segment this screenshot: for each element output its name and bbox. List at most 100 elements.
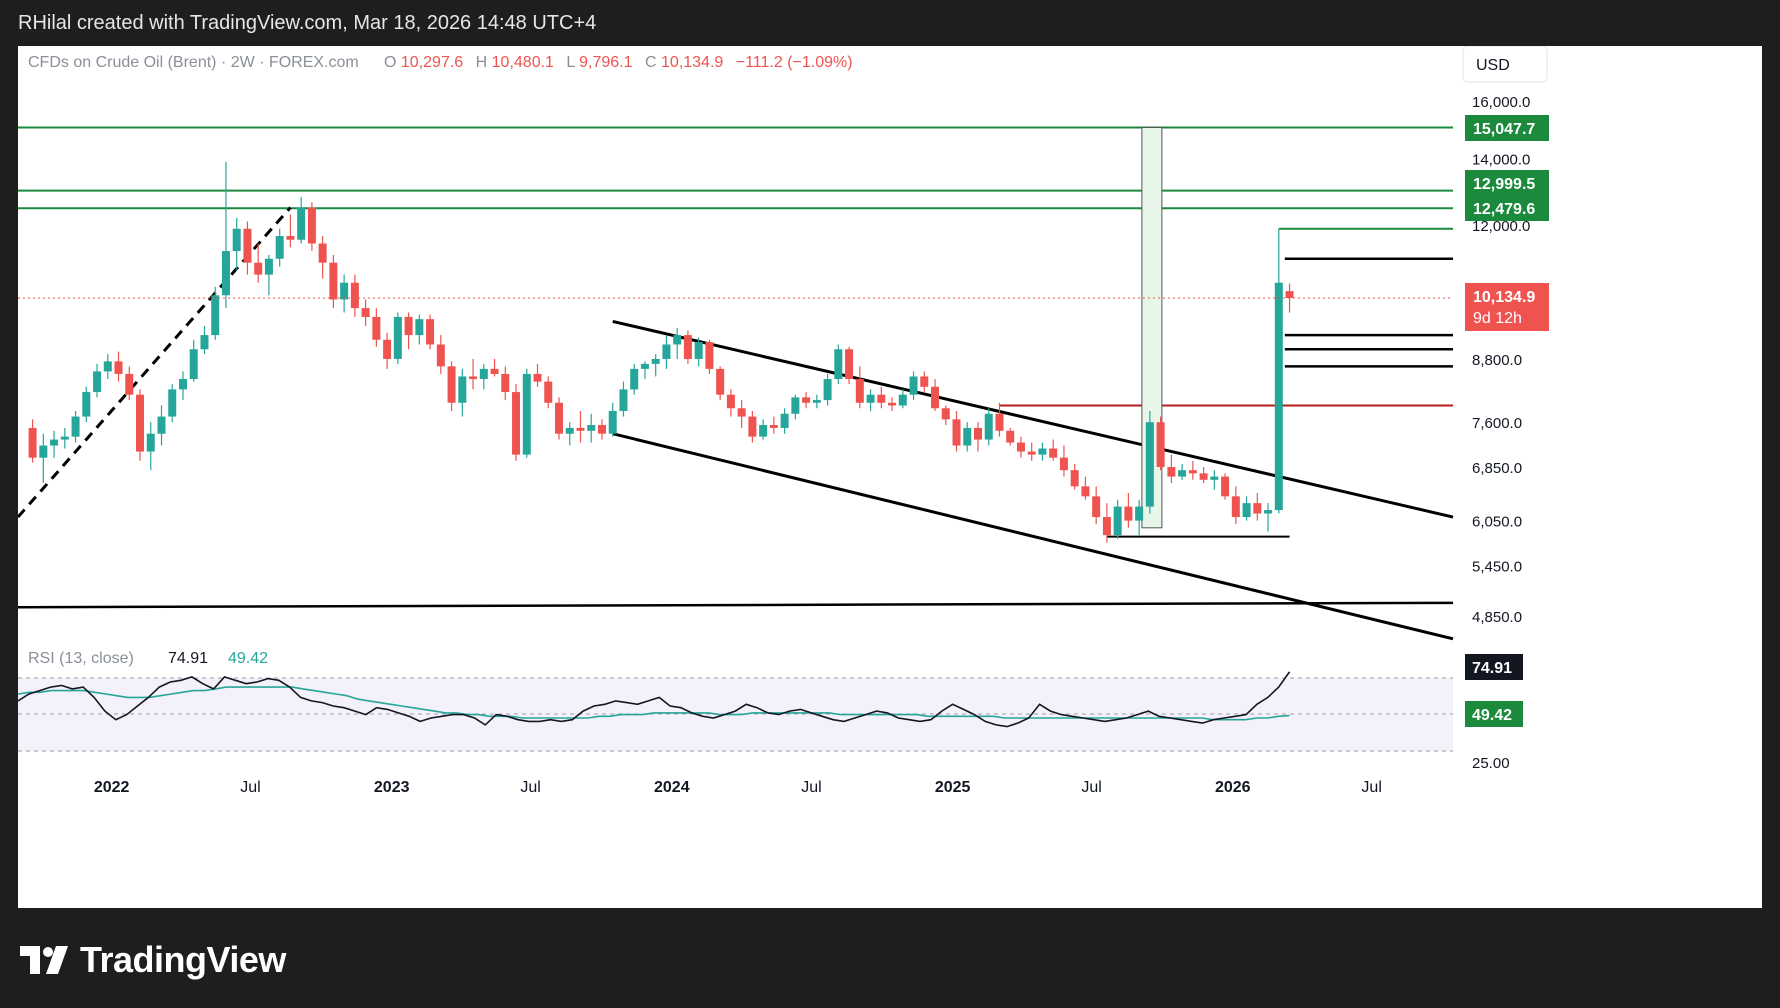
candle-body xyxy=(39,445,48,458)
candle-body xyxy=(716,368,725,395)
candle-body xyxy=(941,408,950,420)
candle-body xyxy=(501,373,510,393)
credit-bar: RHilal created with TradingView.com, Mar… xyxy=(0,0,1780,46)
candle-body xyxy=(469,376,478,380)
rsi-axis-tick: 25.00 xyxy=(1472,755,1510,772)
candle-body xyxy=(1264,510,1273,514)
candle-body xyxy=(1285,291,1294,299)
candle-body xyxy=(555,402,564,434)
candle-body xyxy=(200,335,209,350)
price-tick: 8,800.0 xyxy=(1472,352,1522,369)
candle-body xyxy=(522,373,531,455)
price-tick: 12,000.0 xyxy=(1472,218,1530,235)
candle-body xyxy=(1081,486,1090,497)
candle-body xyxy=(683,335,692,359)
tradingview-logo-icon xyxy=(20,946,68,974)
channel-lower-line xyxy=(612,432,1454,641)
candle-body xyxy=(587,425,596,431)
candle-body xyxy=(640,363,649,369)
candle-body xyxy=(178,379,187,390)
candle-body xyxy=(243,228,252,263)
candle-body xyxy=(845,349,854,380)
candle-body xyxy=(812,400,821,403)
price-tick: 16,000.0 xyxy=(1472,94,1530,111)
candle-body xyxy=(995,413,1004,431)
chart-canvas[interactable]: CFDs on Crude Oil (Brent) · 2W · FOREX.c… xyxy=(16,45,1762,908)
candle-body xyxy=(254,262,263,275)
candle-body xyxy=(71,416,80,437)
candle-body xyxy=(1188,470,1197,474)
candle-body xyxy=(1016,442,1025,452)
level-12999-label: 12,999.5 xyxy=(1473,176,1535,193)
candle-body xyxy=(232,228,241,252)
candle-body xyxy=(318,243,327,263)
candle-body xyxy=(597,425,606,434)
time-tick: 2022 xyxy=(94,779,130,796)
candle-body xyxy=(93,371,102,393)
candle-body xyxy=(329,262,338,300)
candle-body xyxy=(1274,282,1283,511)
candle-body xyxy=(189,349,198,380)
candle-body xyxy=(576,427,585,431)
candle-body xyxy=(544,381,553,403)
candle-body xyxy=(855,379,864,403)
close-value: 10,134.9 xyxy=(661,54,723,71)
candle-body xyxy=(726,394,735,409)
change-value: −111.2 (−1.09%) xyxy=(736,54,853,71)
candle-body xyxy=(393,316,402,359)
candle-body xyxy=(931,386,940,409)
rsi-layer xyxy=(17,671,1291,728)
candle-body xyxy=(984,413,993,440)
price-tick: 5,450.0 xyxy=(1472,559,1522,576)
candle-body xyxy=(168,389,177,417)
candle-body xyxy=(780,413,789,428)
high-label: H xyxy=(476,54,488,71)
candle-body xyxy=(608,410,617,434)
candle-body xyxy=(1210,476,1219,480)
candle-body xyxy=(383,339,392,359)
countdown-label: 9d 12h xyxy=(1473,310,1522,327)
candle-body xyxy=(490,368,499,374)
candle-body xyxy=(888,402,897,406)
open-label: O xyxy=(384,54,396,71)
candle-body xyxy=(1027,451,1036,455)
candle-body xyxy=(60,436,69,440)
price-tick: 14,000.0 xyxy=(1472,152,1530,169)
candle-body xyxy=(307,207,316,244)
candle-body xyxy=(458,376,467,403)
rsi-ma-tag: 49.42 xyxy=(1465,701,1523,727)
candle-body xyxy=(533,373,542,382)
candle-body xyxy=(909,376,918,395)
candles-layer xyxy=(18,161,1453,543)
time-tick: Jul xyxy=(801,779,821,796)
high-value: 10,480.1 xyxy=(492,54,554,71)
candle-body xyxy=(705,342,714,369)
currency-button[interactable] xyxy=(1462,45,1548,83)
tradingview-logo[interactable]: TradingView xyxy=(20,938,286,982)
candle-body xyxy=(898,394,907,406)
low-value: 9,796.1 xyxy=(579,54,632,71)
candle-body xyxy=(264,258,273,275)
candle-body xyxy=(1113,506,1122,536)
candle-body xyxy=(565,427,574,434)
currency-label: USD xyxy=(1476,57,1510,74)
candle-body xyxy=(146,433,155,452)
candle-body xyxy=(1135,506,1144,521)
candle-body xyxy=(479,368,488,380)
candle-body xyxy=(286,236,295,240)
chart-panel[interactable]: CFDs on Crude Oil (Brent) · 2W · FOREX.c… xyxy=(16,45,1762,908)
price-axis[interactable]: 16,000.0 14,000.0 12,000.0 8,800.0 7,600.0 6,… xyxy=(1472,94,1530,626)
time-tick: Jul xyxy=(1081,779,1101,796)
time-tick: Jul xyxy=(240,779,260,796)
rsi-value-tag: 74.91 xyxy=(1465,654,1523,680)
channel-upper-line xyxy=(612,319,1454,519)
time-tick: 2025 xyxy=(935,779,971,796)
time-tick: Jul xyxy=(1361,779,1381,796)
candle-body xyxy=(834,349,843,380)
candle-body xyxy=(221,251,230,296)
candle-body xyxy=(50,439,59,446)
time-axis[interactable]: 2022 Jul 2023 Jul 2024 Jul 2025 Jul 2026 Jul xyxy=(94,779,1382,796)
price-tick: 6,050.0 xyxy=(1472,514,1522,531)
candle-body xyxy=(350,282,359,309)
open-value: 10,297.6 xyxy=(401,54,463,71)
